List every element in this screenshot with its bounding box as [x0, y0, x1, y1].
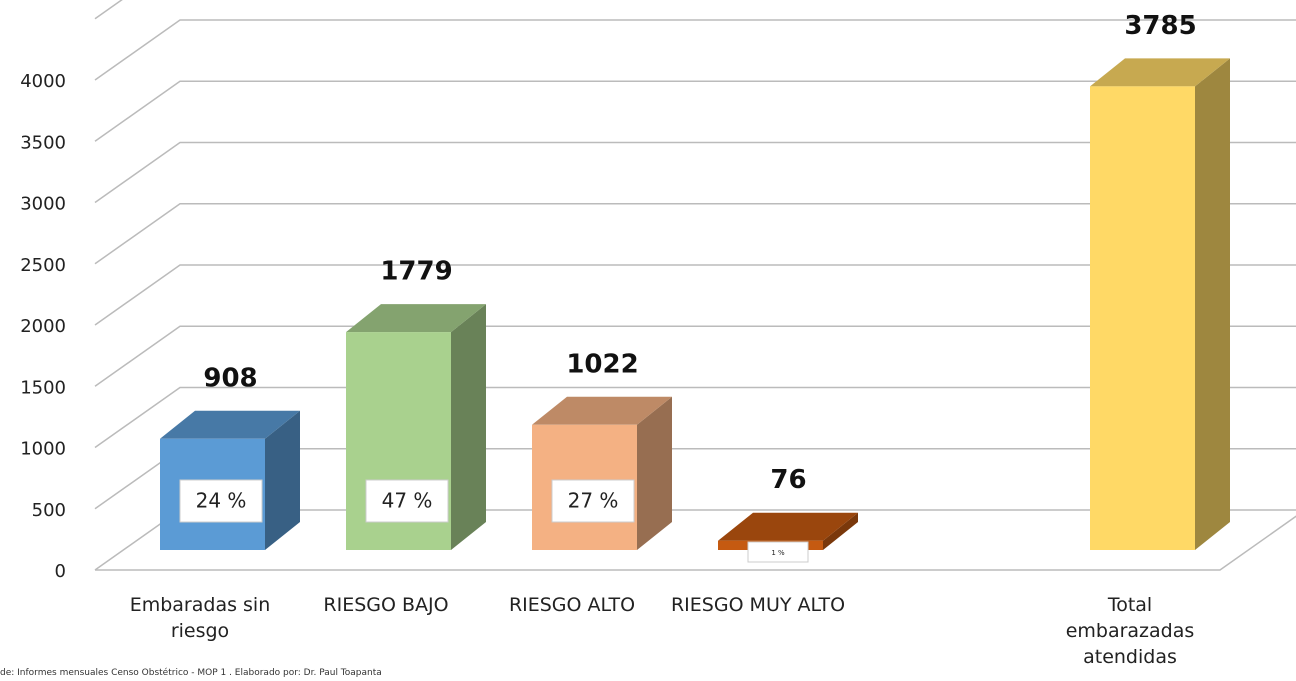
percent-label: 27 %	[568, 489, 619, 513]
grid-line	[94, 203, 1296, 265]
grid-line	[94, 325, 1296, 387]
percent-box	[747, 541, 809, 563]
y-tick-label: 2500	[20, 255, 66, 276]
bar-side	[1195, 58, 1230, 551]
grid-line	[94, 141, 1296, 204]
x-tick-label: Embaradas sin riesgo	[129, 594, 271, 642]
x-tick-label: Total embarazadas atendidas	[1065, 594, 1195, 668]
grid-line	[94, 386, 1296, 449]
bar-side	[637, 396, 672, 550]
y-tick-label: 500	[32, 500, 66, 521]
grid-line	[94, 264, 1296, 326]
y-tick-label: 3000	[20, 194, 66, 215]
bar-top	[718, 512, 858, 541]
percent-box	[365, 479, 449, 523]
percent-label: 47 %	[382, 489, 433, 513]
data-label: 908	[203, 363, 257, 393]
data-label: 1779	[380, 257, 452, 287]
y-tick-label: 1500	[20, 377, 66, 398]
grid-line	[94, 19, 1296, 81]
bar-top	[160, 410, 300, 439]
bar-top	[346, 304, 486, 333]
data-label: 1022	[566, 349, 638, 379]
percent-label: 1 %	[771, 549, 785, 557]
y-tick-label: 1000	[20, 439, 66, 460]
bar-top	[1090, 58, 1230, 87]
x-tick-label: RIESGO ALTO	[508, 594, 636, 616]
y-tick-label: 3500	[20, 132, 66, 153]
y-tick-label: 0	[55, 561, 66, 582]
x-tick-label: RIESGO MUY ALTO	[670, 594, 846, 616]
bar-side	[823, 512, 858, 550]
grid-line	[94, 80, 1296, 142]
bar-top	[532, 396, 672, 425]
percent-box	[179, 479, 263, 523]
y-tick-label: 4000	[20, 71, 66, 92]
bar-side	[265, 410, 300, 550]
x-tick-label: RIESGO BAJO	[323, 594, 449, 616]
bar-side	[451, 304, 486, 550]
floor-edge	[95, 515, 1296, 571]
bar	[1090, 86, 1195, 551]
percent-box	[551, 479, 635, 523]
y-tick-label: 2000	[20, 316, 66, 337]
data-label: 3785	[1124, 11, 1196, 41]
data-label: 76	[770, 465, 806, 495]
source-note: de: Informes mensuales Censo Obstétrico …	[0, 668, 382, 678]
percent-label: 24 %	[196, 489, 247, 513]
grid-line	[94, 0, 123, 20]
